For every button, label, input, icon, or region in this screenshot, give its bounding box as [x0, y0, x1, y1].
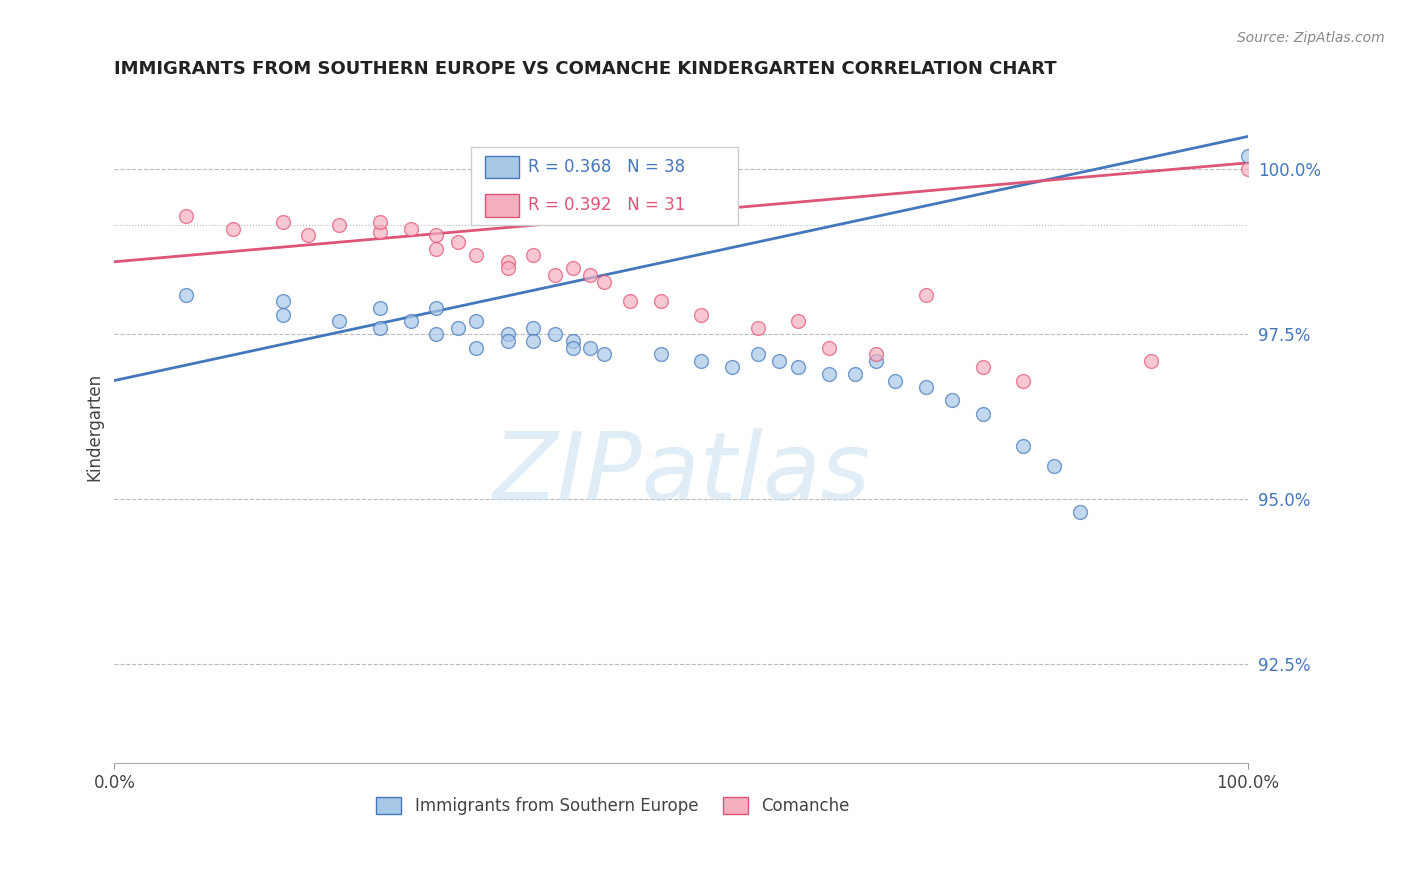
Point	[721, 360, 744, 375]
Point	[787, 360, 810, 375]
Point	[425, 228, 447, 243]
Point	[562, 334, 585, 348]
Text: Source: ZipAtlas.com: Source: ZipAtlas.com	[1237, 31, 1385, 45]
Point	[818, 341, 841, 355]
Point	[425, 301, 447, 315]
Point	[543, 327, 565, 342]
Point	[578, 268, 600, 282]
Point	[465, 248, 488, 262]
Point	[650, 294, 672, 309]
Point	[543, 268, 565, 282]
Point	[271, 215, 294, 229]
Point	[768, 353, 790, 368]
Point	[271, 308, 294, 322]
Point	[818, 367, 841, 381]
Point	[865, 353, 887, 368]
Point	[496, 261, 519, 276]
Text: IMMIGRANTS FROM SOUTHERN EUROPE VS COMANCHE KINDERGARTEN CORRELATION CHART: IMMIGRANTS FROM SOUTHERN EUROPE VS COMAN…	[114, 60, 1057, 78]
Point	[297, 228, 319, 243]
Point	[972, 360, 994, 375]
Point	[1237, 149, 1260, 163]
Point	[1012, 374, 1035, 388]
Point	[1237, 162, 1260, 177]
Point	[747, 347, 769, 361]
Text: ZIPatlas: ZIPatlas	[492, 428, 870, 519]
Point	[328, 314, 350, 328]
Point	[328, 219, 350, 233]
Point	[578, 341, 600, 355]
Point	[465, 341, 488, 355]
Text: R = 0.392   N = 31: R = 0.392 N = 31	[529, 196, 686, 214]
Point	[496, 254, 519, 268]
FancyBboxPatch shape	[471, 147, 738, 225]
FancyBboxPatch shape	[485, 194, 519, 217]
Point	[562, 341, 585, 355]
Point	[368, 215, 391, 229]
Point	[271, 294, 294, 309]
Point	[496, 334, 519, 348]
Text: R = 0.368   N = 38: R = 0.368 N = 38	[529, 158, 685, 176]
Point	[1012, 440, 1035, 454]
Point	[425, 242, 447, 256]
Point	[174, 287, 197, 301]
FancyBboxPatch shape	[485, 155, 519, 178]
Point	[787, 314, 810, 328]
Point	[368, 320, 391, 334]
Point	[399, 314, 422, 328]
Y-axis label: Kindergarten: Kindergarten	[86, 373, 103, 481]
Point	[522, 320, 544, 334]
Point	[619, 294, 641, 309]
Point	[941, 393, 963, 408]
Point	[747, 320, 769, 334]
Point	[1043, 459, 1066, 474]
Point	[425, 327, 447, 342]
Point	[865, 347, 887, 361]
Point	[1069, 506, 1091, 520]
Point	[915, 380, 938, 394]
Point	[690, 353, 713, 368]
Point	[593, 347, 616, 361]
Point	[465, 314, 488, 328]
Point	[690, 308, 713, 322]
Point	[915, 287, 938, 301]
Point	[1140, 353, 1163, 368]
Point	[972, 407, 994, 421]
Point	[447, 235, 470, 249]
Point	[593, 275, 616, 289]
Point	[884, 374, 907, 388]
Point	[447, 320, 470, 334]
Point	[174, 209, 197, 223]
Point	[844, 367, 866, 381]
Point	[368, 301, 391, 315]
Point	[399, 221, 422, 235]
Point	[522, 334, 544, 348]
Point	[496, 327, 519, 342]
Legend: Immigrants from Southern Europe, Comanche: Immigrants from Southern Europe, Comanch…	[370, 790, 856, 822]
Point	[368, 225, 391, 239]
Point	[650, 347, 672, 361]
Point	[222, 221, 245, 235]
Point	[562, 261, 585, 276]
Point	[522, 248, 544, 262]
